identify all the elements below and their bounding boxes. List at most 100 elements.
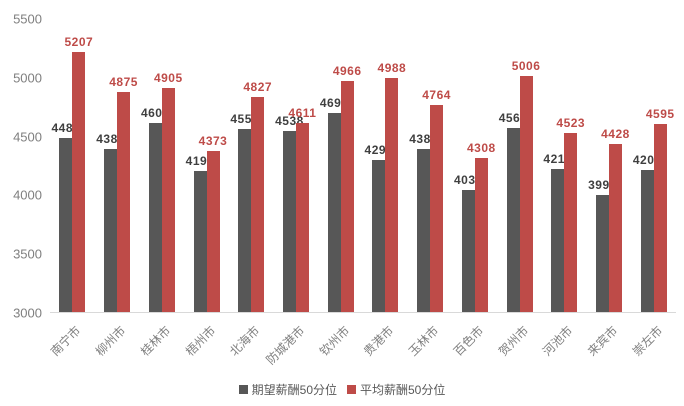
y-axis-tick-label: 3500 bbox=[13, 246, 42, 262]
expected-salary-bar bbox=[640, 170, 654, 312]
average-salary-bar bbox=[161, 87, 175, 312]
bar-wrap: 4988 bbox=[378, 61, 406, 312]
category-label: 来宾市 bbox=[584, 323, 621, 359]
average-salary-bar bbox=[608, 144, 622, 312]
legend-label: 平均薪酬50分位 bbox=[360, 383, 446, 397]
expected-salary-bar bbox=[282, 131, 296, 312]
average-salary-bar bbox=[295, 122, 309, 312]
category-label: 梧州市 bbox=[182, 323, 218, 359]
average-salary-bar bbox=[519, 76, 533, 312]
bar-group: 4388 4875 柳州市 bbox=[93, 18, 140, 359]
bar-group: 4204 4595 崇左市 bbox=[630, 18, 676, 358]
category-label: 南宁市 bbox=[48, 323, 84, 359]
bar-group: 3993 4428 来宾市 bbox=[585, 18, 632, 359]
expected-salary-bar bbox=[372, 159, 386, 312]
y-axis-tick-label: 5000 bbox=[13, 70, 42, 86]
average-salary-bar bbox=[206, 150, 220, 312]
expected-salary-bar bbox=[327, 113, 341, 312]
category-label: 河池市 bbox=[540, 323, 576, 359]
expected-salary-bar bbox=[417, 148, 431, 312]
legend-swatch-icon bbox=[347, 385, 356, 394]
value-label: 4308 bbox=[466, 141, 496, 156]
y-axis: 3000 3500 4000 4500 5000 5500 bbox=[0, 12, 44, 321]
bar-wrap: 4690 bbox=[320, 96, 348, 312]
average-salary-bar bbox=[385, 78, 399, 312]
category-label: 钦州市 bbox=[316, 323, 352, 359]
bar-wrap: 4764 bbox=[422, 88, 450, 312]
bar-wrap: 4595 bbox=[646, 107, 674, 312]
bar-wrap: 5006 bbox=[512, 59, 540, 312]
bar-wrap: 4308 bbox=[467, 141, 495, 312]
bar-wrap: 4483 bbox=[52, 121, 80, 312]
value-label: 4595 bbox=[645, 107, 675, 122]
legend-label: 期望薪酬50分位 bbox=[251, 383, 337, 397]
category-label: 北海市 bbox=[227, 323, 263, 359]
bar-wrap: 4827 bbox=[243, 80, 272, 312]
bar-wrap: 5207 bbox=[65, 35, 93, 312]
bar-wrap: 4538 bbox=[275, 114, 303, 312]
value-label: 4875 bbox=[109, 74, 138, 89]
average-salary-bar bbox=[340, 80, 354, 312]
value-label: 5207 bbox=[64, 35, 94, 50]
expected-salary-bar bbox=[59, 137, 73, 312]
bar-group: 4538 4611 防城港市 bbox=[263, 18, 319, 368]
average-salary-bar bbox=[117, 91, 131, 312]
bar-wrap: 4428 bbox=[601, 127, 629, 312]
bar-wrap: 4966 bbox=[333, 64, 361, 312]
expected-salary-bar bbox=[595, 195, 609, 312]
y-axis-tick-label: 5500 bbox=[13, 11, 42, 27]
bar-wrap: 4388 bbox=[96, 132, 124, 312]
average-salary-bar bbox=[72, 52, 86, 312]
y-axis-tick-label: 3000 bbox=[13, 305, 42, 321]
expected-salary-bar bbox=[104, 148, 118, 312]
bar-wrap: 4607 bbox=[141, 106, 169, 312]
bar-group: 4039 4308 百色市 bbox=[451, 18, 497, 359]
bar-wrap: 4198 bbox=[186, 154, 214, 312]
value-label: 4523 bbox=[556, 115, 586, 130]
value-label: 4966 bbox=[332, 63, 362, 78]
bar-wrap: 4523 bbox=[556, 116, 585, 312]
bar-group: 4483 5207 南宁市 bbox=[48, 18, 95, 358]
bar-wrap: 4875 bbox=[109, 75, 137, 312]
category-label: 贺州市 bbox=[495, 323, 531, 359]
bar-group: 4293 4988 贵港市 bbox=[361, 18, 408, 359]
expected-salary-bar bbox=[461, 189, 475, 312]
bar-wrap: 4218 bbox=[543, 152, 572, 312]
bar-group: 4198 4373 梧州市 bbox=[182, 18, 229, 359]
value-label: 4428 bbox=[601, 127, 630, 142]
bar-wrap: 4204 bbox=[633, 153, 661, 312]
category-label: 桂林市 bbox=[137, 323, 174, 359]
value-label: 4988 bbox=[377, 61, 407, 76]
average-salary-bar bbox=[564, 132, 578, 312]
expected-salary-bar bbox=[238, 128, 252, 312]
category-label: 柳州市 bbox=[93, 323, 129, 359]
value-label: 4764 bbox=[422, 87, 451, 102]
plot-area: 4483 5207 南宁市 4388 4875 柳州市 4607 4905 桂林市 4198 437… bbox=[48, 18, 676, 368]
value-label: 4905 bbox=[153, 70, 183, 85]
average-salary-bar bbox=[474, 158, 488, 312]
value-label: 5006 bbox=[511, 59, 541, 74]
average-salary-bar bbox=[653, 124, 667, 312]
bar-wrap: 4388 bbox=[409, 132, 437, 312]
bar-wrap: 4566 bbox=[499, 111, 527, 312]
bar-wrap: 4293 bbox=[365, 143, 393, 312]
legend: 期望薪酬50分位 平均薪酬50分位 bbox=[0, 381, 684, 398]
category-label: 玉林市 bbox=[406, 323, 442, 359]
bar-wrap: 4557 bbox=[230, 112, 259, 312]
bar-group: 4388 4764 玉林市 bbox=[406, 18, 453, 359]
value-label: 4827 bbox=[243, 80, 273, 95]
expected-salary-bar bbox=[551, 168, 565, 312]
y-axis-tick-label: 4500 bbox=[13, 129, 42, 145]
bar-group: 4218 4523 河池市 bbox=[540, 18, 587, 359]
category-label: 百色市 bbox=[450, 323, 487, 359]
expected-salary-bar bbox=[148, 123, 162, 312]
expected-salary-bar bbox=[506, 127, 520, 312]
value-label: 4611 bbox=[288, 105, 317, 120]
bar-wrap: 4039 bbox=[454, 173, 482, 312]
category-label: 防城港市 bbox=[263, 323, 308, 368]
expected-salary-bar bbox=[193, 171, 207, 312]
average-salary-bar bbox=[430, 104, 444, 312]
bar-wrap: 3993 bbox=[588, 178, 616, 312]
y-axis-tick-label: 4000 bbox=[13, 187, 42, 203]
category-label: 贵港市 bbox=[361, 323, 397, 359]
